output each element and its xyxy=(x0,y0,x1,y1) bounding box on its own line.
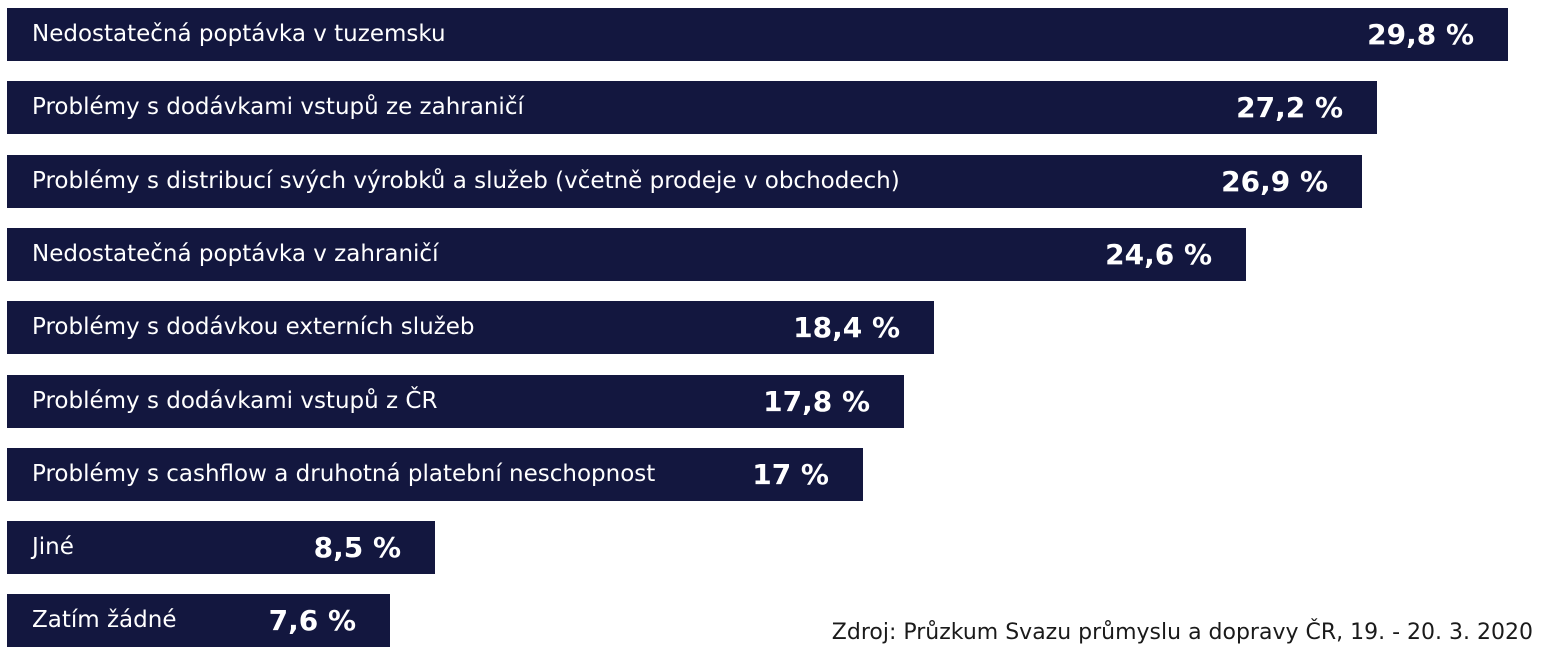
bar-category-label: Problémy s dodávkou externích služeb xyxy=(32,314,475,340)
bar: Nedostatečná poptávka v tuzemsku 29,8 % xyxy=(7,8,1508,61)
bar: Problémy s dodávkami vstupů ze zahraničí… xyxy=(7,81,1377,134)
bar-value-label: 26,9 % xyxy=(1221,165,1328,198)
bar-category-label: Nedostatečná poptávka v zahraničí xyxy=(32,241,439,267)
bar-value-label: 17 % xyxy=(752,458,829,491)
bar: Problémy s cashflow a druhotná platební … xyxy=(7,448,863,501)
bar-value-label: 18,4 % xyxy=(793,311,900,344)
bar: Nedostatečná poptávka v zahraničí 24,6 % xyxy=(7,228,1246,281)
bar-category-label: Zatím žádné xyxy=(32,607,177,633)
bar-category-label: Problémy s distribucí svých výrobků a sl… xyxy=(32,168,900,194)
source-note: Zdroj: Průzkum Svazu průmyslu a dopravy … xyxy=(831,620,1533,645)
bar-value-label: 7,6 % xyxy=(268,604,356,637)
bar: Problémy s dodávkou externích služeb 18,4… xyxy=(7,301,934,354)
bar-category-label: Jiné xyxy=(32,534,74,560)
bar-category-label: Problémy s dodávkami vstupů z ČR xyxy=(32,388,438,414)
bar: Jiné 8,5 % xyxy=(7,521,435,574)
bar-category-label: Problémy s cashflow a druhotná platební … xyxy=(32,461,656,487)
bar-value-label: 29,8 % xyxy=(1367,18,1474,51)
bar-value-label: 8,5 % xyxy=(313,531,401,564)
bar-category-label: Problémy s dodávkami vstupů ze zahraničí xyxy=(32,94,524,120)
bar: Zatím žádné 7,6 % xyxy=(7,594,390,647)
bar: Problémy s distribucí svých výrobků a sl… xyxy=(7,155,1362,208)
bar-value-label: 17,8 % xyxy=(763,385,870,418)
bar: Problémy s dodávkami vstupů z ČR 17,8 % xyxy=(7,375,904,428)
bar-value-label: 27,2 % xyxy=(1236,91,1343,124)
bar-value-label: 24,6 % xyxy=(1105,238,1212,271)
bar-category-label: Nedostatečná poptávka v tuzemsku xyxy=(32,21,446,47)
